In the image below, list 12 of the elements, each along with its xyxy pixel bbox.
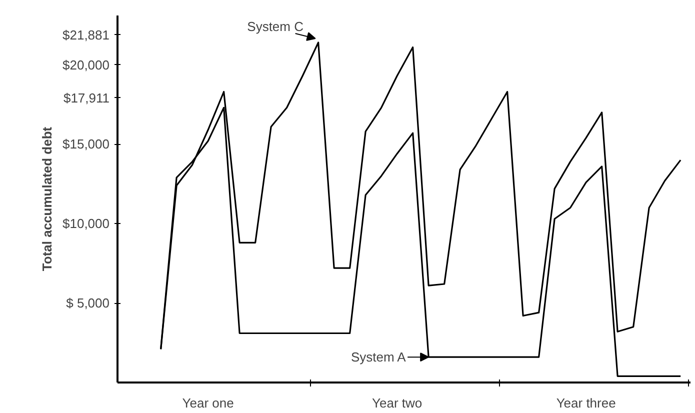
x-tick-label: Year one xyxy=(182,396,234,410)
y-tick-label: $10,000 xyxy=(62,216,110,232)
y-tick-label: $ 5,000 xyxy=(66,296,110,311)
y-tick-label: $21,881 xyxy=(62,27,110,42)
y-axis-title: Total accumulated debt xyxy=(40,126,55,272)
x-tick-label: Year two xyxy=(372,396,422,410)
y-tick-label: $17,911 xyxy=(63,90,110,106)
series-label: System C xyxy=(247,19,304,34)
legend-label: System A xyxy=(350,350,406,365)
y-tick-label: $20,000 xyxy=(62,57,110,72)
y-tick-label: $15,000 xyxy=(62,136,110,152)
x-tick-label: Year three xyxy=(556,396,616,410)
